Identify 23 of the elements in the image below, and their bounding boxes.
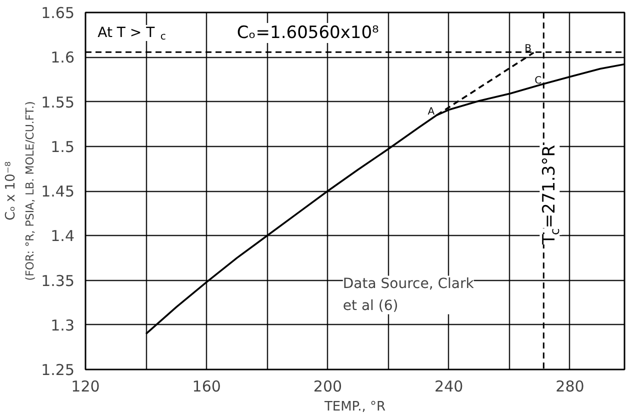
x-axis-title: TEMP., °R xyxy=(323,400,386,414)
y-tick-label: 1.6 xyxy=(50,48,75,67)
y-tick-label: 1.55 xyxy=(41,93,75,112)
x-tick-label: 240 xyxy=(434,378,464,396)
y-tick-label: 1.45 xyxy=(41,182,75,200)
x-tick-label: 160 xyxy=(192,378,221,396)
annotation: B xyxy=(524,44,532,55)
x-tick-label: 280 xyxy=(556,378,584,396)
y-tick-label: 1.25 xyxy=(41,361,75,379)
ref-line-label: Tc=271.3°R xyxy=(540,144,562,246)
y-tick-label: 1.5 xyxy=(50,138,75,156)
text: (FOR: °R, PSIA, LB. MOLE/CU.FT.) xyxy=(24,101,36,281)
annotation: Cₒ=1.60560x10⁸ xyxy=(236,23,380,44)
annotation: A xyxy=(428,106,435,118)
annotation: Data Source, Clark et al (6) xyxy=(342,276,475,314)
y-tick-label: 1.3 xyxy=(50,316,75,334)
y-tick-label: 1.65 xyxy=(41,4,75,22)
annotation: C xyxy=(534,75,542,86)
x-tick-label: 120 xyxy=(71,378,100,396)
x-tick-label: 200 xyxy=(313,378,342,396)
y-tick-label: 1.4 xyxy=(50,227,75,246)
y-axis-title: Cₒ x 10⁻⁸ xyxy=(4,161,18,221)
y-tick-label: 1.35 xyxy=(41,272,75,290)
